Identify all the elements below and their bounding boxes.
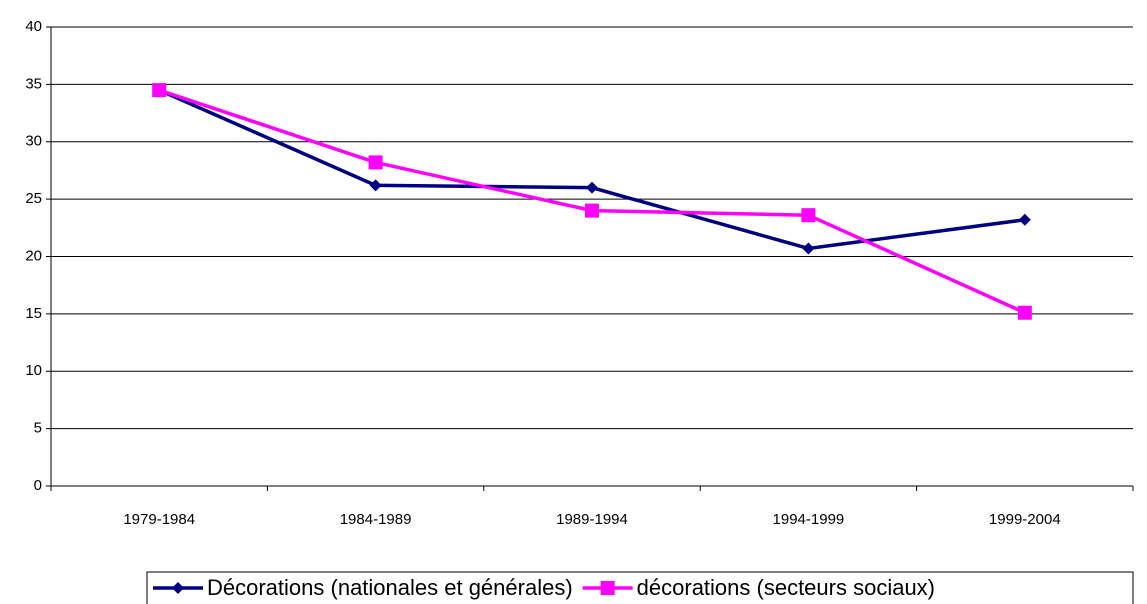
series-line [158,88,1026,315]
y-tick-label: 35 [25,75,42,92]
point [369,179,382,192]
legend-label: décorations (secteurs sociaux) [637,575,935,600]
point [152,83,167,98]
point [586,181,598,194]
x-tick-label: 1984-1989 [340,511,412,528]
legend-marker [600,581,615,595]
y-tick-label: 15 [25,305,42,322]
x-tick-label: 1989-1994 [556,511,628,528]
y-tick-label: 30 [25,133,42,150]
point [1017,305,1032,320]
x-tick-label: 1994-1999 [773,511,845,528]
y-tick-label: 40 [25,18,42,35]
point [1018,213,1031,226]
point [801,208,816,223]
x-tick-label: 1999-2004 [989,511,1061,528]
point [802,242,815,255]
y-tick-label: 20 [25,247,42,264]
point [368,155,383,170]
y-tick-label: 10 [25,362,42,379]
series-line [158,88,1026,251]
legend-label: Décorations (nationales et générales) [207,575,573,600]
point [585,203,599,218]
y-tick-label: 0 [34,477,42,494]
y-tick-label: 5 [34,420,42,437]
legend [146,571,1134,604]
x-tick-label: 1979-1984 [123,511,195,528]
legend-marker [172,582,184,594]
y-tick-label: 25 [25,190,42,207]
